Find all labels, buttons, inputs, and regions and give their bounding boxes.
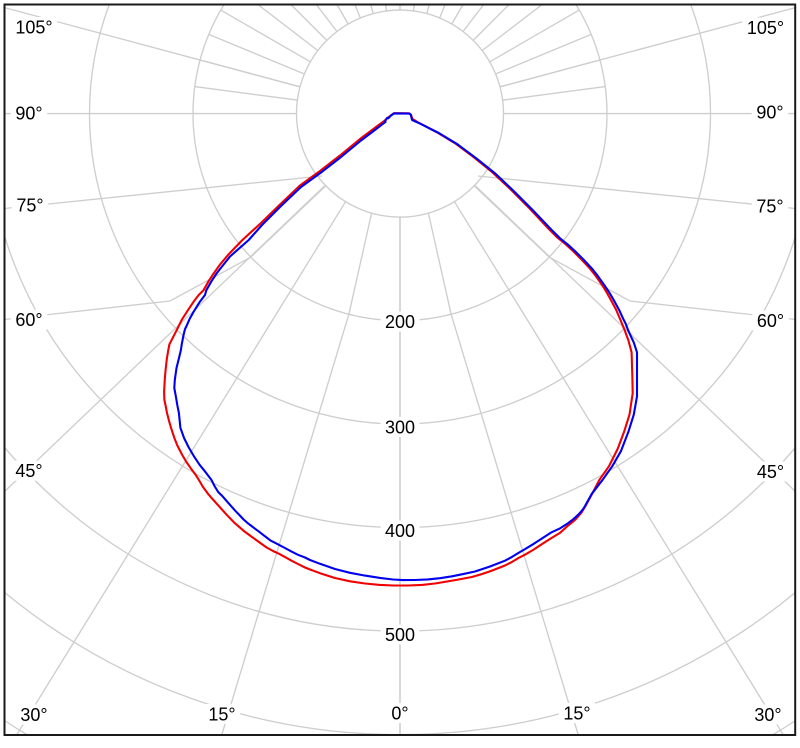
svg-text:45°: 45° [757,462,784,482]
svg-text:90°: 90° [15,103,42,123]
svg-text:90°: 90° [756,102,783,122]
svg-text:500: 500 [385,625,415,645]
svg-text:75°: 75° [756,196,783,216]
svg-text:60°: 60° [757,311,784,331]
svg-text:400: 400 [385,521,415,541]
svg-text:30°: 30° [754,705,781,725]
svg-text:105°: 105° [15,17,52,37]
svg-text:45°: 45° [15,461,42,481]
svg-text:60°: 60° [15,310,42,330]
svg-text:30°: 30° [20,705,47,725]
svg-text:15°: 15° [563,703,590,723]
svg-text:105°: 105° [747,18,784,38]
svg-text:75°: 75° [16,195,43,215]
svg-text:15°: 15° [208,704,235,724]
svg-text:0°: 0° [391,703,408,723]
svg-text:300: 300 [385,417,415,437]
svg-text:200: 200 [385,312,415,332]
